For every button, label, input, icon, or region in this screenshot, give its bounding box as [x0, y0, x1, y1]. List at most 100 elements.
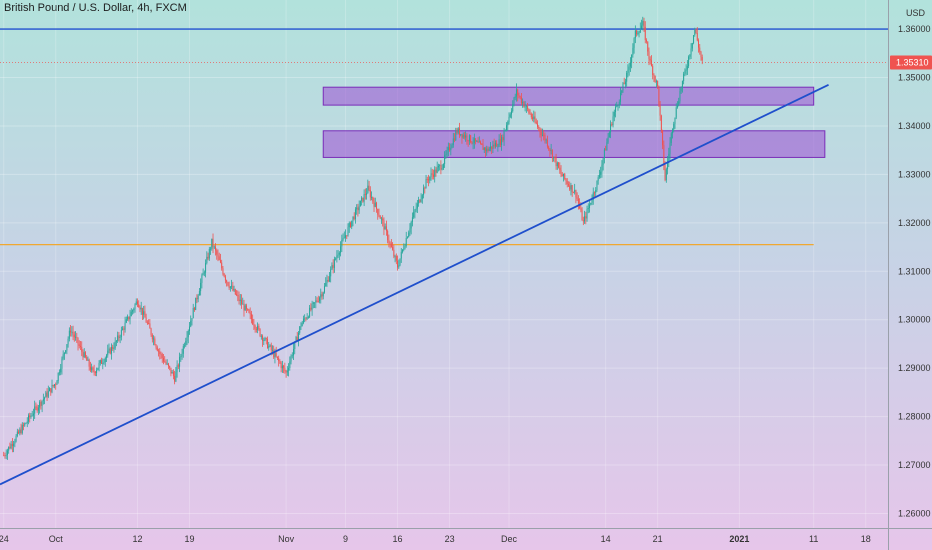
candle-body [592, 192, 594, 200]
candle-body [527, 105, 529, 110]
candle-body [382, 218, 384, 221]
candle-body [353, 216, 355, 220]
price-zone[interactable] [322, 130, 826, 158]
candle-body [151, 334, 153, 340]
candle-body [317, 301, 319, 303]
x-tick-label: Nov [278, 534, 295, 544]
candle-body [278, 357, 280, 362]
candle-body [83, 352, 85, 358]
candle-body [260, 335, 262, 337]
candle-body [359, 200, 361, 207]
candle-body [503, 131, 505, 141]
candle-body [148, 323, 150, 324]
last-price-tag[interactable] [890, 55, 932, 70]
candle-body [525, 105, 527, 107]
candle-body [306, 317, 308, 320]
y-tick-label: 1.30000 [898, 315, 931, 325]
candle-body [80, 345, 82, 347]
candle-body [367, 185, 369, 194]
candle-body [150, 328, 152, 335]
candle-body [37, 407, 39, 411]
trendline-group [0, 83, 829, 486]
candle-body [480, 141, 482, 144]
price-zone[interactable] [322, 86, 815, 106]
candle-body [174, 375, 176, 382]
candle-body [431, 173, 433, 175]
candle-body [338, 252, 340, 255]
candle-body [349, 222, 351, 227]
candle-body [393, 249, 395, 257]
candle-body [636, 30, 638, 35]
candle-body [165, 361, 167, 364]
candle-body [607, 137, 609, 143]
candle-body [670, 133, 672, 143]
candle-body [141, 307, 143, 315]
candle-body [15, 435, 17, 442]
trendline[interactable] [0, 83, 829, 486]
candle-body [534, 116, 536, 122]
candle-body [452, 138, 454, 146]
candle-body [276, 356, 278, 358]
candle-body [374, 202, 376, 207]
candle-body [5, 454, 7, 456]
candle-body [162, 357, 164, 362]
candle-body [681, 81, 683, 89]
candle-body [14, 441, 16, 444]
candle-body [610, 124, 612, 133]
candle-body [323, 286, 325, 293]
candle-body [472, 143, 474, 144]
candle-body [528, 109, 530, 113]
candle-body [432, 174, 434, 177]
candle-body [624, 81, 626, 85]
candle-body [496, 142, 498, 147]
y-tick-label: 1.36000 [898, 24, 931, 34]
candle-body [655, 80, 657, 82]
candle-body [690, 48, 692, 55]
candle-body [421, 195, 423, 199]
candle-body [238, 295, 240, 301]
y-tick-label: 1.28000 [898, 412, 931, 422]
candle-body [154, 338, 156, 345]
candle-body [571, 185, 573, 193]
candle-body [660, 115, 662, 131]
candle-body [492, 144, 494, 149]
candle-body [136, 301, 138, 305]
candle-body [198, 291, 200, 296]
x-tick-label: 19 [184, 534, 194, 544]
candle-body [556, 162, 558, 167]
candle-body [665, 169, 667, 181]
candle-body [212, 238, 214, 247]
candle-body [608, 132, 610, 138]
candle-body [296, 337, 298, 341]
candle-body [658, 86, 660, 106]
candle-body [508, 116, 510, 123]
candle-body [134, 304, 136, 310]
candle-body [328, 276, 330, 282]
candle-body [9, 446, 11, 449]
candle-body [21, 425, 23, 434]
candle-body [389, 242, 391, 244]
candle-body [302, 318, 304, 323]
candle-body [181, 353, 183, 357]
candle-body [406, 237, 408, 238]
candle-body [529, 112, 531, 115]
candle-body [409, 228, 411, 233]
candle-body [10, 443, 12, 449]
candle-body [537, 123, 539, 127]
candle-body [71, 331, 73, 333]
candle-body [56, 381, 58, 385]
candle-body [695, 29, 697, 34]
candle-body [342, 238, 344, 241]
candle-body [176, 365, 178, 372]
candle-body [242, 303, 244, 305]
candle-body [700, 51, 702, 58]
candle-body [190, 320, 192, 327]
candle-body [193, 307, 195, 310]
candle-body [385, 226, 387, 231]
candle-body [418, 199, 420, 204]
candle-body [347, 227, 349, 236]
candle-body [106, 355, 108, 359]
candle-body [549, 148, 551, 152]
candle-body [688, 56, 690, 67]
